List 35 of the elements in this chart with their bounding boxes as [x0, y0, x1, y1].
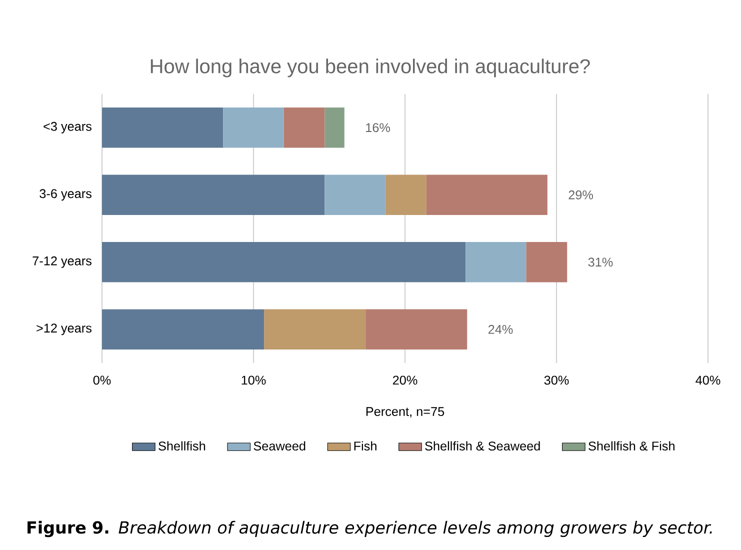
y-tick-label: >12 years	[36, 324, 92, 336]
y-tick-label: 3-6 years	[40, 189, 92, 201]
x-tick-label: 30%	[544, 376, 569, 385]
x-tick-label: 40%	[696, 376, 720, 385]
bar	[264, 309, 366, 350]
bar	[466, 242, 526, 282]
bar	[324, 107, 344, 148]
bar	[366, 309, 468, 350]
total-label: 31%	[588, 258, 613, 267]
total-label: 29%	[568, 190, 594, 200]
chart-title: How long have you been involved in aquaculture?	[150, 58, 590, 78]
bar	[102, 309, 264, 350]
x-axis-title: Percent, n=75	[366, 407, 444, 418]
bar	[102, 107, 224, 148]
bar	[223, 107, 284, 148]
bar	[526, 242, 568, 282]
legend-label: Shellfish	[158, 441, 206, 451]
bar	[426, 174, 548, 216]
legend-label: Shellfish & Fish	[588, 441, 674, 451]
bar	[284, 107, 325, 148]
x-tick-label: 20%	[392, 376, 418, 385]
bar	[324, 174, 386, 216]
total-label: 24%	[488, 324, 513, 334]
y-tick-label: <3 years	[44, 122, 92, 134]
legend-label: Seaweed	[254, 441, 306, 451]
total-label: 16%	[366, 123, 390, 132]
legend-label: Fish	[354, 441, 376, 451]
y-tick-label: 7-12 years	[32, 256, 92, 268]
bar	[385, 174, 426, 216]
bar	[102, 242, 466, 282]
x-tick-label: 10%	[242, 376, 266, 385]
text: Figure 9. Breakdown of aquaculture experience levels among growers by sector.	[28, 520, 712, 538]
bar	[102, 174, 325, 216]
legend-label: Shellfish & Seaweed	[425, 441, 540, 451]
x-tick-label: 0%	[93, 376, 111, 385]
